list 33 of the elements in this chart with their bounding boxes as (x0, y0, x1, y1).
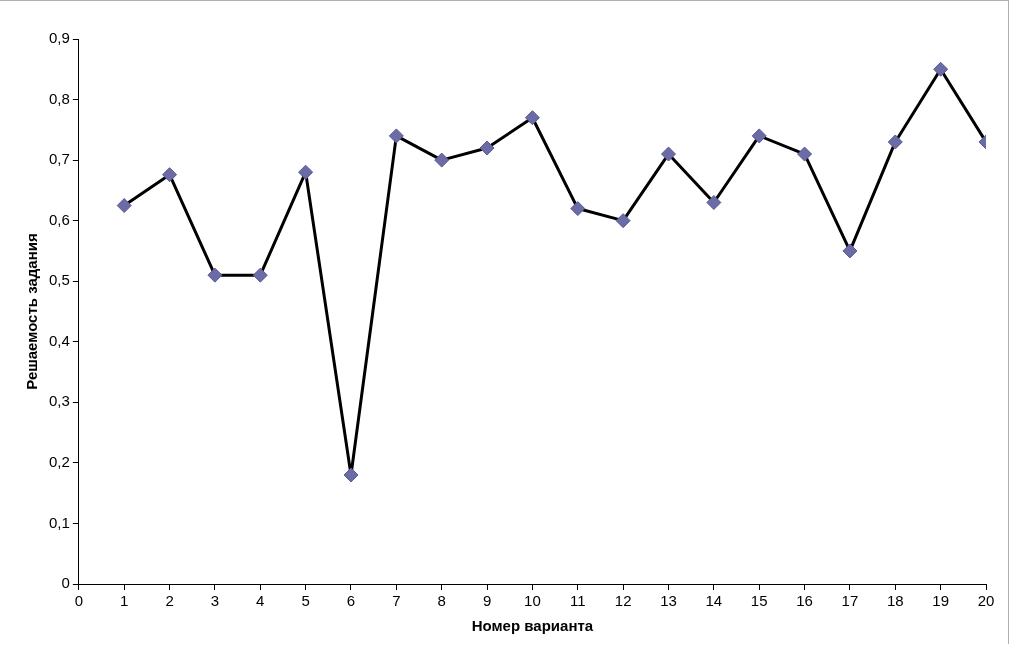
x-tick-label: 2 (165, 592, 174, 610)
x-tick-label: 17 (841, 592, 859, 610)
y-tick-label: 0,6 (48, 210, 70, 228)
x-axis-title: Номер варианта (471, 617, 594, 635)
x-tick-label: 10 (524, 592, 541, 610)
x-tick-label: 5 (301, 592, 310, 610)
x-tick-label: 7 (392, 592, 401, 610)
x-tick-label: 12 (614, 592, 632, 610)
y-tick-label: 0,2 (48, 453, 70, 471)
y-tick-label: 0,5 (48, 271, 70, 289)
x-tick-label: 18 (886, 592, 904, 610)
x-tick-label: 6 (346, 592, 356, 610)
x-tick-label: 15 (750, 592, 768, 610)
x-tick-label: 0 (74, 592, 84, 610)
x-tick-label: 14 (705, 592, 723, 610)
y-tick-label: 0,8 (48, 89, 70, 107)
y-tick-label: 0,3 (48, 392, 70, 410)
x-tick-label: 20 (977, 592, 995, 610)
x-tick-label: 3 (210, 592, 220, 610)
x-tick-label: 8 (437, 592, 446, 610)
y-axis-title: Решаемость задания (23, 233, 41, 390)
x-tick-label: 9 (482, 592, 492, 610)
x-tick-label: 13 (660, 592, 677, 610)
x-tick-label: 11 (569, 592, 586, 610)
x-tick-label: 19 (932, 592, 949, 610)
y-tick-label: 0,7 (48, 150, 70, 168)
x-tick-label: 16 (796, 592, 813, 610)
x-tick-label: 1 (120, 592, 129, 610)
y-tick-label: 0,4 (48, 331, 70, 349)
y-tick-label: 0,1 (48, 513, 70, 531)
x-tick-label: 4 (256, 592, 265, 610)
y-tick-label: 0 (61, 574, 70, 592)
y-tick-label: 0,9 (48, 29, 70, 47)
